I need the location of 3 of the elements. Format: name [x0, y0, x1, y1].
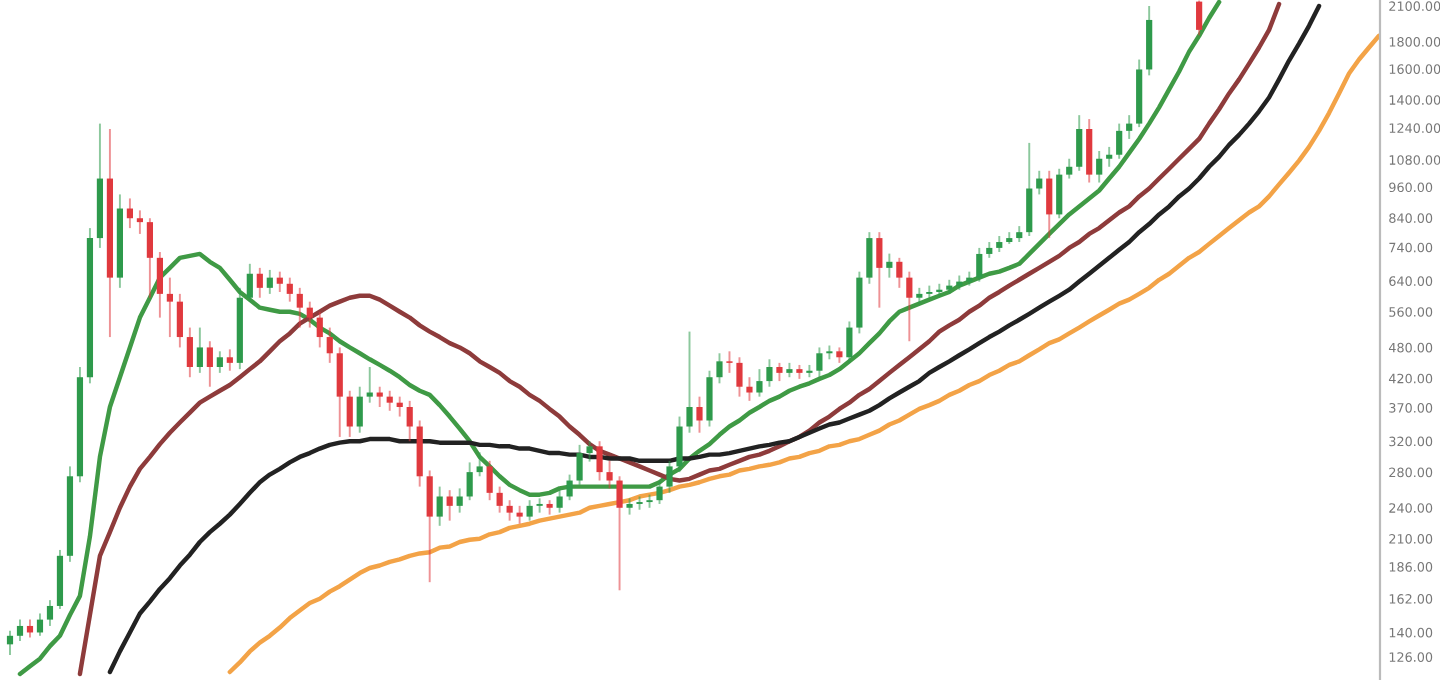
candlestick [636, 495, 643, 511]
candlestick [536, 497, 543, 514]
line-series [227, 33, 1380, 675]
